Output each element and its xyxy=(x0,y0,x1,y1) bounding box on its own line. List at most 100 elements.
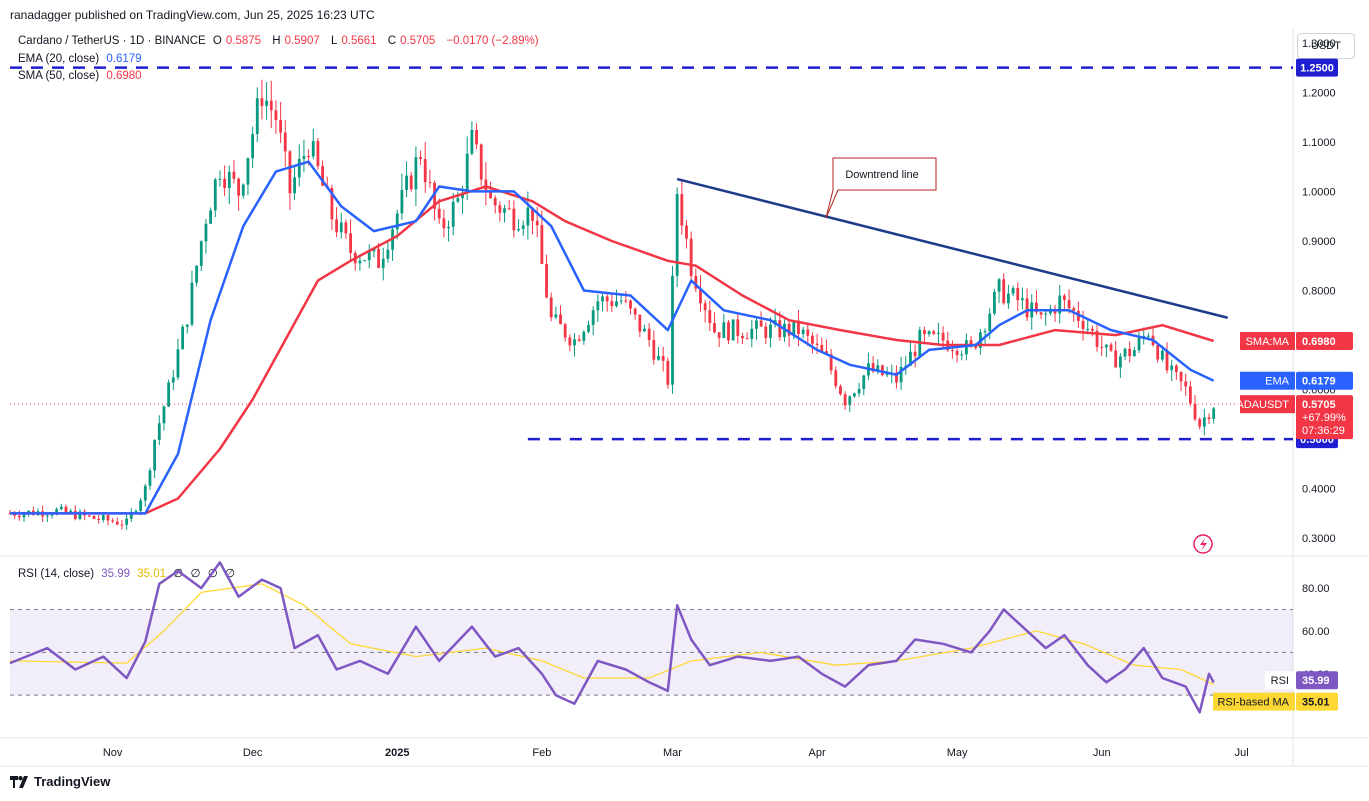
candle-body xyxy=(736,319,740,336)
price-tick-label: 0.9000 xyxy=(1302,236,1336,248)
candle-body xyxy=(115,521,119,525)
candle-body xyxy=(1198,419,1202,427)
candle-body xyxy=(988,313,992,332)
rsi-price-tag xyxy=(1296,671,1338,690)
candle-body xyxy=(120,524,124,526)
candle-body xyxy=(815,343,819,345)
low-value: 0.5661 xyxy=(341,35,377,47)
candle-body xyxy=(1123,348,1127,357)
candle-body xyxy=(493,198,497,206)
candle-body xyxy=(708,310,712,324)
candle-body xyxy=(1212,408,1216,420)
candle-body xyxy=(923,329,926,335)
replay-circle-icon xyxy=(1193,534,1213,554)
candle-body xyxy=(680,193,684,226)
lightning-icon xyxy=(1200,538,1207,551)
candle-body xyxy=(87,515,91,517)
candle-body xyxy=(316,141,320,167)
candle-body xyxy=(302,156,306,159)
candle-body xyxy=(260,98,264,106)
close-value: 0.5705 xyxy=(400,35,436,47)
candle-body xyxy=(17,515,21,518)
candle-body xyxy=(601,296,604,302)
change-value: −0.0170 (−2.89%) xyxy=(446,35,539,47)
candle-body xyxy=(381,258,385,268)
candle-body xyxy=(563,324,567,338)
price-tick-label: 1.0000 xyxy=(1302,186,1336,198)
series-name-tag xyxy=(1240,332,1295,351)
candle-body xyxy=(1025,298,1029,318)
series-price-tag xyxy=(1296,395,1353,440)
rsi-empty-4: ∅ xyxy=(224,568,235,580)
candle-body xyxy=(876,365,880,372)
candle-body xyxy=(1193,403,1197,420)
candle-body xyxy=(311,141,315,157)
currency-selector[interactable]: USDT xyxy=(1297,33,1355,59)
sma-50-line xyxy=(10,185,1215,515)
candle-body xyxy=(1137,337,1141,351)
time-tick-label: Dec xyxy=(243,747,263,759)
candle-body xyxy=(22,513,26,518)
candle-body xyxy=(489,191,492,199)
ema-label: EMA (20, close) xyxy=(18,53,100,65)
rsi-empty-2: ∅ xyxy=(190,568,201,580)
candle-body xyxy=(1146,335,1150,337)
candle-body xyxy=(456,198,460,202)
rsi-price-label: 35.99 xyxy=(1302,675,1330,687)
candle-body xyxy=(1062,295,1066,300)
sma-label: SMA (50, close) xyxy=(18,70,100,82)
candle-body xyxy=(1095,330,1099,347)
time-tick-label: 2025 xyxy=(385,747,409,759)
series-name-label: ADAUSDT xyxy=(1236,399,1289,411)
candle-body xyxy=(1072,308,1076,311)
candle-body xyxy=(741,335,744,339)
candle-body xyxy=(59,506,63,510)
candle-body xyxy=(825,351,828,355)
time-tick-label: Jun xyxy=(1093,747,1111,759)
rsi-legend[interactable]: RSI (14, close) 35.99 35.01 ∅ ∅ ∅ ∅ xyxy=(18,566,239,580)
candle-body xyxy=(787,323,791,336)
candle-body xyxy=(512,208,516,231)
publish-header: ranadagger published on TradingView.com,… xyxy=(10,8,375,22)
candle-body xyxy=(909,351,912,366)
candle-body xyxy=(596,301,600,311)
candle-body xyxy=(50,514,54,516)
candle-body xyxy=(498,205,502,213)
rsi-ma-name-tag xyxy=(1213,692,1295,711)
candle-body xyxy=(442,218,446,229)
candle-body xyxy=(885,373,889,376)
candle-body xyxy=(101,515,105,520)
ema-legend[interactable]: EMA (20, close) 0.6179 xyxy=(18,53,146,65)
candle-body xyxy=(293,177,296,194)
candle-body xyxy=(951,350,954,352)
candle-body xyxy=(437,208,441,219)
candle-body xyxy=(666,360,670,385)
candle-body xyxy=(582,331,586,341)
series-price-label: 0.6980 xyxy=(1302,336,1336,348)
series-price-tag xyxy=(1296,332,1353,351)
candle-body xyxy=(143,485,147,501)
sma-legend[interactable]: SMA (50, close) 0.6980 xyxy=(18,70,146,82)
candle-body xyxy=(1179,371,1183,382)
candle-body xyxy=(853,393,856,397)
rsi-ma-name-label: RSI-based MA xyxy=(1217,697,1289,709)
price-tick-label: 1.3000 xyxy=(1302,38,1336,50)
candle-body xyxy=(713,323,716,333)
callout-label: Downtrend line xyxy=(845,169,918,181)
candle-body xyxy=(839,386,842,395)
candle-body xyxy=(237,178,241,196)
candle-body xyxy=(255,98,259,135)
candle-body xyxy=(629,300,632,309)
candle-body xyxy=(526,207,530,226)
candle-body xyxy=(97,518,101,520)
candle-body xyxy=(423,159,427,183)
candle-body xyxy=(573,339,576,346)
candle-body xyxy=(111,520,115,522)
symbol-title[interactable]: Cardano / TetherUS · 1D · BINANCE xyxy=(18,35,206,47)
candle-body xyxy=(475,130,478,145)
candle-body xyxy=(811,335,814,344)
candle-body xyxy=(675,193,679,276)
candle-body xyxy=(227,171,231,189)
